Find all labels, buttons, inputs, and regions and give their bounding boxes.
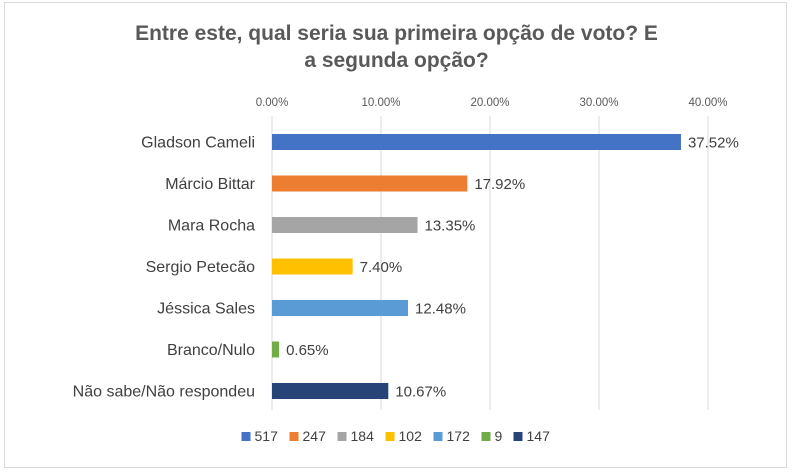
x-tick-label: 20.00% xyxy=(470,97,509,109)
legend-label: 147 xyxy=(527,428,551,444)
data-label: 37.52% xyxy=(688,135,739,152)
bar xyxy=(272,383,389,399)
bar xyxy=(272,175,468,192)
chart-title-line-1: Entre este, qual seria sua primeira opçã… xyxy=(135,22,658,45)
legend-label: 172 xyxy=(447,428,471,444)
legend-swatch xyxy=(481,432,491,441)
legend-label: 184 xyxy=(351,428,375,444)
legend-swatch xyxy=(337,432,347,441)
legend-label: 102 xyxy=(399,428,423,444)
legend-swatch xyxy=(513,432,523,441)
legend-swatch xyxy=(385,432,395,441)
data-label: 17.92% xyxy=(474,176,525,193)
x-tick-label: 30.00% xyxy=(579,97,618,109)
category-label: Branco/Nulo xyxy=(167,342,255,359)
data-label: 7.40% xyxy=(360,259,403,276)
category-label: Márcio Bittar xyxy=(165,176,255,193)
chart-title: Entre este, qual seria sua primeira opçã… xyxy=(0,20,793,74)
legend-swatch xyxy=(289,432,299,441)
legend-swatch xyxy=(241,432,251,441)
category-label: Mara Rocha xyxy=(168,218,255,235)
category-label: Sergio Petecão xyxy=(146,259,256,276)
category-label: Não sabe/Não respondeu xyxy=(73,384,255,401)
legend-label: 9 xyxy=(495,428,503,444)
legend-label: 247 xyxy=(303,428,327,444)
bar xyxy=(272,217,418,233)
x-tick-label: 40.00% xyxy=(688,97,727,109)
data-label: 0.65% xyxy=(286,342,329,359)
x-tick-label: 0.00% xyxy=(256,97,289,109)
bar xyxy=(272,341,280,358)
category-label: Jéssica Sales xyxy=(157,301,255,318)
chart-frame xyxy=(4,2,787,468)
legend-swatch xyxy=(433,432,443,441)
x-tick-label: 10.00% xyxy=(361,97,400,109)
data-label: 10.67% xyxy=(395,384,446,401)
legend-label: 517 xyxy=(255,428,279,444)
bar xyxy=(272,300,409,316)
bar xyxy=(272,134,681,150)
data-label: 13.35% xyxy=(425,218,476,235)
category-label: Gladson Cameli xyxy=(141,135,255,152)
bar xyxy=(272,258,353,275)
chart-title-line-2: a segunda opção? xyxy=(304,49,489,72)
data-label: 12.48% xyxy=(415,301,466,318)
